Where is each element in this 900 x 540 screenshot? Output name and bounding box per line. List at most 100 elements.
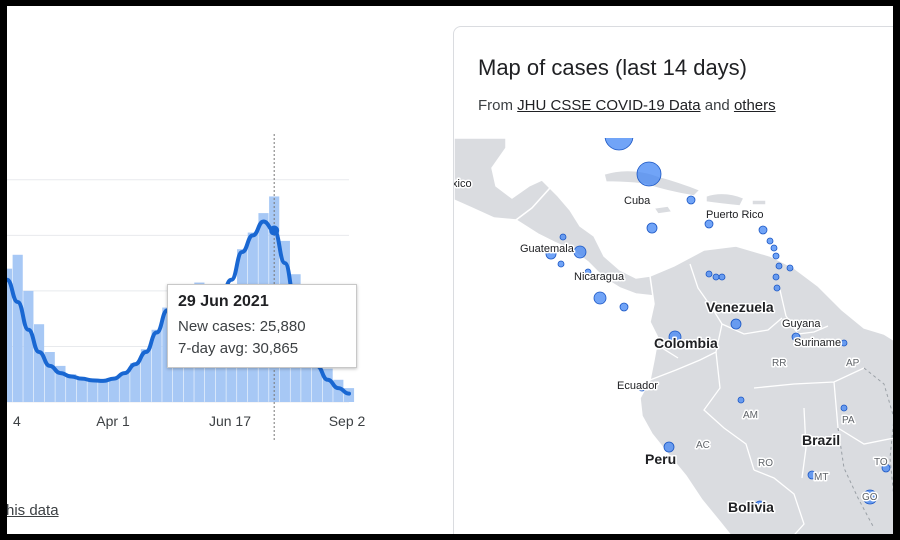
bar-14 [151,329,162,402]
bar-8 [87,379,98,402]
tooltip-new-cases: New cases: 25,880 [178,318,306,335]
bubble-cuba[interactable] [636,161,662,187]
bubble-bolivia[interactable] [754,500,766,512]
label-brazil: Brazil [802,432,840,448]
x-tick-1: Apr 1 [96,413,130,429]
bubble-venezuela[interactable] [730,318,742,330]
bubble-colombia[interactable] [668,330,682,344]
page: 4 Apr 1 Jun 17 Sep 2 29 Jun 2021 New cases:… [7,6,893,534]
bubble-honduras[interactable] [573,245,587,259]
map-title: Map of cases (last 14 days) [478,55,748,80]
bar-31 [333,379,344,402]
subtitle-prefix: From [478,97,518,114]
cases-chart[interactable]: 4 Apr 1 Jun 17 Sep 2 [7,6,387,456]
bubble-antilles-7[interactable] [773,284,781,292]
bar-3 [33,324,45,402]
border-peru-brazil [703,351,755,471]
map-land [454,137,893,534]
bar-0 [7,268,13,402]
label-guyana: Guyana [782,318,821,330]
bubble-go[interactable] [862,489,878,505]
border-state-1 [863,367,893,494]
border-state-2 [837,427,875,529]
bubble-cuba-east[interactable] [686,195,696,205]
label-ecuador: Ecuador [617,380,658,392]
label-am: AM [743,410,758,421]
label-pa: PA [842,415,855,426]
about-data-link[interactable]: his data [7,502,59,519]
bubble-caribbean-2[interactable] [718,273,726,281]
bubble-el-salvador[interactable] [557,260,565,268]
bar-12 [130,363,141,402]
bar-30 [322,368,333,402]
jhu-data-link[interactable]: JHU CSSE COVID-19 Data [517,97,701,114]
bubble-jamaica[interactable] [705,270,713,278]
bubble-antilles-3[interactable] [772,252,780,260]
label-mexico: xico [454,178,472,190]
label-rr: RR [772,358,786,369]
tooltip-date: 29 Jun 2021 [178,293,269,310]
border-bolivia [753,469,805,534]
land-south-america [639,245,893,534]
bubble-dominican[interactable] [704,219,714,229]
bubble-mexico[interactable] [604,121,634,151]
label-guatemala: Guatemala [520,243,575,255]
land-jamaica [652,205,674,215]
bubble-guatemala[interactable] [545,248,557,260]
bubble-mt[interactable] [807,470,817,480]
bar-10 [108,378,119,402]
bubble-caribbean-1[interactable] [712,273,720,281]
label-ap: AP [846,358,860,369]
bubble-pa[interactable] [840,404,848,412]
bubble-peru[interactable] [663,441,675,453]
bar-2 [23,290,34,402]
bubble-haiti[interactable] [646,222,658,234]
map-borders [641,263,893,534]
x-tick-0: 4 [13,413,21,429]
bubble-antilles-1[interactable] [766,237,774,245]
bubble-panama[interactable] [619,302,629,312]
label-to: TO [874,457,888,468]
label-bolivia: Bolivia [728,499,774,515]
bar-4 [44,352,55,402]
cases-map[interactable]: xico Cuba Puerto Rico Guatemala Nicaragu… [454,121,893,534]
land-mexico [454,137,552,221]
bar-13 [140,349,152,402]
bubble-puerto-rico[interactable] [758,225,768,235]
border-brazil-states [753,367,893,479]
bubble-guyana[interactable] [791,332,801,342]
bubble-antilles-6[interactable] [772,273,780,281]
label-nicaragua: Nicaragua [574,271,625,283]
bubble-honduras-north[interactable] [559,233,567,241]
map-card: Map of cases (last 14 days) From JHU CSS… [453,26,893,534]
bar-29 [311,346,323,402]
land-puerto-rico [751,199,767,206]
bubble-antilles-5[interactable] [786,264,794,272]
bubble-ap[interactable] [840,339,848,347]
subtitle-and: and [700,97,734,114]
bubble-nicaragua[interactable] [584,268,592,276]
bubble-to[interactable] [881,463,891,473]
bubble-costa-rica[interactable] [593,291,607,305]
map-state-borders [837,367,893,529]
bar-11 [119,373,130,402]
bubble-suriname[interactable] [816,339,824,347]
border-venezuela-brazil [721,317,783,335]
border-colombia-peru [649,323,723,381]
label-peru: Peru [645,451,676,467]
bubble-am[interactable] [737,396,745,404]
map-canvas[interactable]: xico Cuba Puerto Rico Guatemala Nicaragu… [454,121,893,534]
label-mt: MT [814,472,828,483]
bar-6 [66,374,77,402]
others-link[interactable]: others [733,97,776,114]
bar-5 [55,365,66,402]
hover-point [269,225,280,236]
label-go: GO [862,492,878,503]
bubble-antilles-4[interactable] [775,262,783,270]
bubble-ecuador[interactable] [637,382,647,392]
land-hispaniola [705,192,746,207]
bubble-antilles-2[interactable] [770,244,778,252]
label-venezuela: Venezuela [706,299,774,315]
label-suriname: Suriname [794,337,841,349]
label-puerto-rico: Puerto Rico [706,209,763,221]
